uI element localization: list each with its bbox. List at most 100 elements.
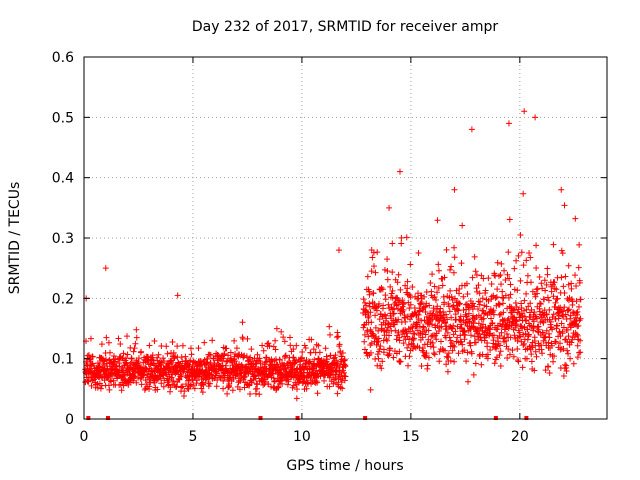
data-point [431, 351, 438, 358]
data-point [403, 234, 410, 241]
data-point [469, 274, 476, 281]
data-point [361, 331, 368, 338]
data-point [483, 303, 490, 310]
data-point [488, 280, 495, 287]
data-point [396, 348, 403, 355]
data-point [290, 346, 297, 353]
data-point [488, 315, 495, 322]
data-point [385, 332, 392, 339]
data-point [503, 338, 510, 345]
data-point [523, 306, 530, 313]
data-point [513, 321, 520, 328]
data-point [539, 350, 546, 357]
data-point [515, 252, 522, 259]
data-point [117, 341, 124, 348]
data-point [551, 353, 558, 360]
data-point [273, 325, 280, 332]
data-point [207, 351, 214, 358]
data-point [396, 168, 403, 175]
data-point [524, 326, 531, 333]
data-point [450, 322, 457, 329]
data-point [458, 324, 465, 331]
data-point [565, 333, 572, 340]
data-point [389, 269, 396, 276]
data-point [546, 334, 553, 341]
data-point [342, 363, 349, 370]
data-point [473, 272, 480, 279]
data-point [577, 349, 584, 356]
data-point [497, 348, 504, 355]
data-point [375, 300, 382, 307]
data-point [422, 309, 429, 316]
data-point [231, 337, 238, 344]
data-point [442, 319, 449, 326]
data-point [282, 365, 289, 372]
y-tick-label: 0.5 [52, 110, 74, 126]
data-point [365, 333, 372, 340]
data-point [332, 352, 339, 359]
data-point [138, 348, 145, 355]
data-point [191, 359, 198, 366]
data-point [471, 303, 478, 310]
data-point [560, 283, 567, 290]
data-point [537, 301, 544, 308]
data-point [507, 334, 514, 341]
data-point [382, 296, 389, 303]
data-point [551, 279, 558, 286]
data-point [370, 249, 377, 256]
data-point [87, 335, 94, 342]
data-point [272, 337, 279, 344]
data-point [364, 273, 371, 280]
data-point [467, 332, 474, 339]
data-point [561, 304, 568, 311]
data-point [576, 241, 583, 248]
data-point [531, 367, 538, 374]
data-point [526, 250, 533, 257]
data-point [405, 362, 412, 369]
data-point [161, 377, 168, 384]
data-point [545, 363, 552, 370]
data-point [420, 323, 427, 330]
data-point [527, 254, 534, 261]
data-point [191, 385, 198, 392]
data-point [573, 283, 580, 290]
data-point [107, 349, 114, 356]
data-point [395, 329, 402, 336]
data-point [521, 297, 528, 304]
data-point [541, 296, 548, 303]
data-point [521, 340, 528, 347]
data-point [484, 355, 491, 362]
data-point [532, 293, 539, 300]
data-point [505, 345, 512, 352]
data-point [474, 306, 481, 313]
data-point [533, 242, 540, 249]
data-point [387, 323, 394, 330]
data-point [450, 342, 457, 349]
data-point [265, 381, 272, 388]
data-point [544, 265, 551, 272]
data-point [299, 349, 306, 356]
data-point [168, 359, 175, 366]
data-point [331, 361, 338, 368]
data-point [287, 342, 294, 349]
data-point [560, 373, 567, 380]
data-point [496, 333, 503, 340]
baseline-marker [524, 416, 529, 420]
data-point [575, 264, 582, 271]
data-point [406, 353, 413, 360]
data-point [543, 311, 550, 318]
data-point [133, 326, 140, 333]
data-point [438, 338, 445, 345]
data-point [532, 114, 539, 121]
grid [84, 57, 607, 419]
data-point [550, 241, 557, 248]
data-point [105, 339, 112, 346]
data-point [147, 361, 154, 368]
data-point [539, 318, 546, 325]
data-point [323, 353, 330, 360]
data-point [174, 292, 181, 299]
data-point [447, 266, 454, 273]
data-point [223, 345, 230, 352]
data-point [553, 286, 560, 293]
